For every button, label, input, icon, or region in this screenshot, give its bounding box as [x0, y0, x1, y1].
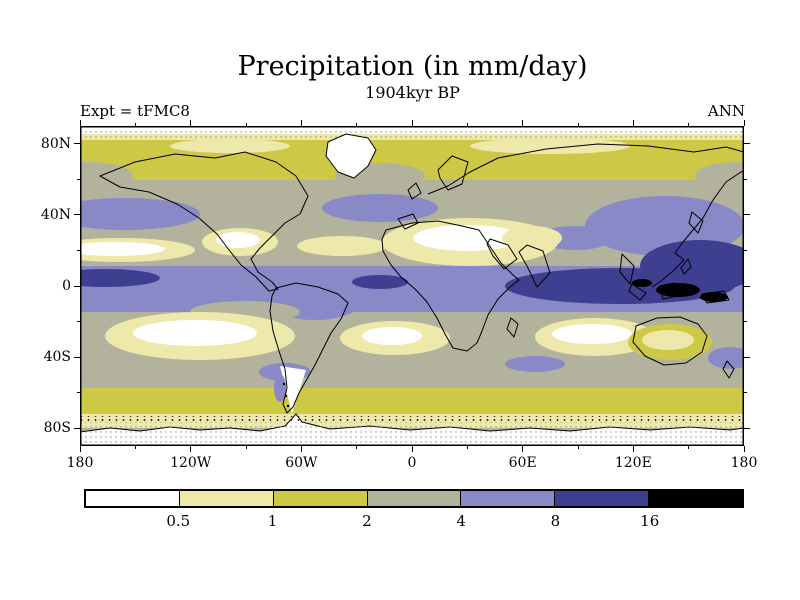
x-minor-tick	[577, 446, 579, 449]
colorbar-cell	[555, 491, 650, 506]
x-tick-label: 120E	[614, 455, 652, 471]
colorbar-tick-label: 2	[362, 512, 372, 530]
x-tick-label: 0	[407, 455, 417, 471]
colorbar-tick-label: 16	[640, 512, 660, 530]
x-minor-tick	[245, 123, 247, 126]
colorbar-cell	[367, 491, 462, 506]
y-major-tick	[744, 356, 750, 358]
y-major-tick	[744, 285, 750, 287]
y-major-tick	[74, 427, 80, 429]
x-minor-tick	[245, 446, 247, 449]
x-major-tick	[300, 446, 302, 452]
colorbar-labels: 0.5 1 2 4 8 16	[84, 512, 744, 530]
x-minor-tick	[688, 123, 690, 126]
y-major-tick	[74, 214, 80, 216]
x-tick-label: 120W	[170, 455, 212, 471]
x-major-tick	[190, 446, 192, 452]
colorbar-tick-label: 8	[550, 512, 561, 530]
annotation-row: Expt = tFMC8 ANN	[80, 103, 745, 119]
x-tick-label: 180	[66, 455, 94, 471]
y-tick-label: 80N	[40, 135, 71, 152]
colorbar-cell	[179, 491, 274, 506]
x-minor-tick	[134, 446, 136, 449]
colorbar-cell	[273, 491, 368, 506]
colorbar-tick-label: 1	[267, 512, 278, 530]
x-major-tick	[190, 120, 192, 126]
x-minor-tick	[356, 123, 358, 126]
map-plot	[80, 126, 744, 446]
colorbar-tick-label: 0.5	[166, 512, 191, 530]
x-minor-tick	[466, 123, 468, 126]
y-tick-label: 40N	[40, 206, 71, 223]
x-major-tick	[632, 120, 634, 126]
experiment-label: Expt = tFMC8	[80, 102, 190, 120]
x-tick-label: 60W	[285, 455, 318, 471]
y-major-tick	[74, 143, 80, 145]
y-major-tick	[74, 285, 80, 287]
x-minor-tick	[356, 446, 358, 449]
colorbar-cell	[649, 491, 743, 506]
x-minor-tick	[577, 123, 579, 126]
x-major-tick	[522, 446, 524, 452]
x-major-tick	[522, 120, 524, 126]
x-major-tick	[411, 120, 413, 126]
figure-header: Precipitation (in mm/day) 1904kyr BP	[80, 52, 745, 102]
x-major-tick	[411, 446, 413, 452]
colorbar-tick-label: 4	[456, 512, 466, 530]
colorbar-cell	[461, 491, 556, 506]
x-major-tick	[743, 446, 745, 452]
y-tick-label: 40S	[43, 349, 71, 366]
y-major-tick	[744, 427, 750, 429]
y-minor-tick	[77, 249, 80, 251]
colorbar-cell	[86, 491, 180, 506]
y-minor-tick	[77, 178, 80, 180]
x-minor-tick	[134, 123, 136, 126]
y-major-tick	[74, 356, 80, 358]
y-minor-tick	[744, 249, 747, 251]
y-major-tick	[744, 143, 750, 145]
x-tick-label: 180	[730, 455, 758, 471]
x-major-tick	[743, 120, 745, 126]
y-minor-tick	[744, 178, 747, 180]
page-title: Precipitation (in mm/day)	[237, 51, 588, 82]
season-label: ANN	[707, 102, 745, 120]
colorbar	[84, 489, 744, 508]
x-minor-tick	[466, 446, 468, 449]
y-minor-tick	[77, 392, 80, 394]
x-major-tick	[300, 120, 302, 126]
y-minor-tick	[744, 392, 747, 394]
map-area: 80N 40N 0 40S 80S 180 120W 60W 0 60E 120E 180	[41, 120, 757, 471]
x-major-tick	[632, 446, 634, 452]
y-tick-label: 0	[62, 278, 71, 294]
y-major-tick	[744, 214, 750, 216]
y-minor-tick	[744, 321, 747, 323]
x-minor-tick	[688, 446, 690, 449]
x-tick-label: 60E	[508, 455, 537, 471]
figure-subtitle: 1904kyr BP	[365, 83, 460, 102]
x-major-tick	[79, 120, 81, 126]
y-minor-tick	[77, 321, 80, 323]
y-tick-label: 80S	[43, 420, 71, 437]
x-major-tick	[79, 446, 81, 452]
